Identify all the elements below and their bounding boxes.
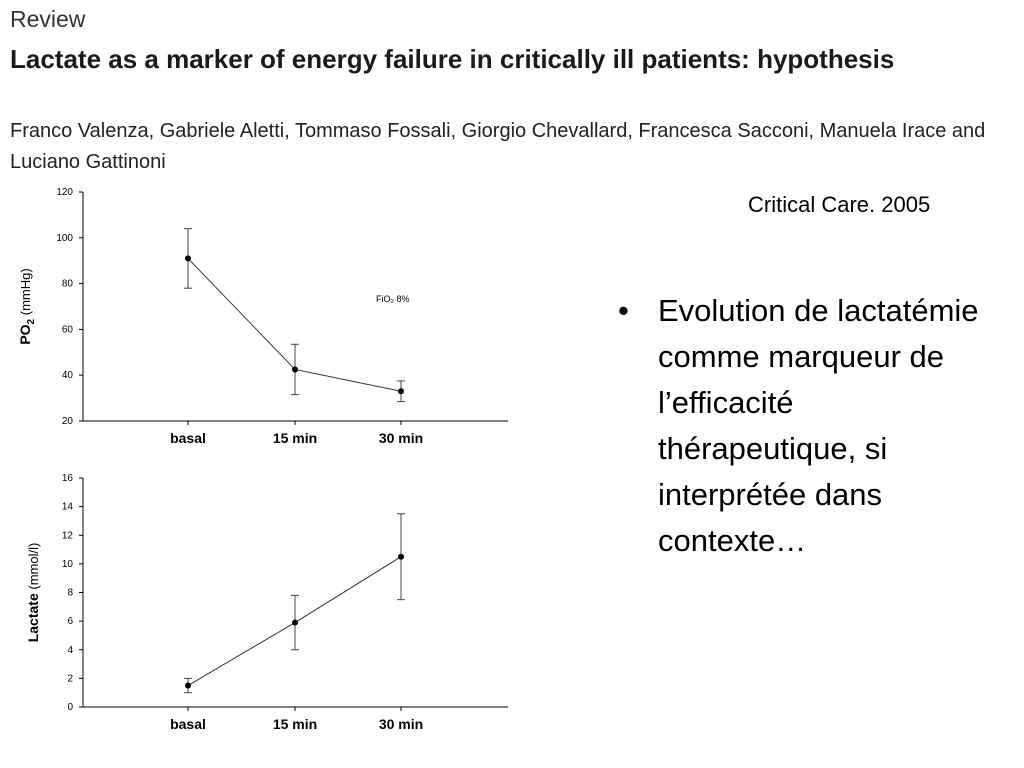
lactate-chart: 0 2 4 6 8 10 12 14 16 basal 15 min 30 min Lactate (m… [25, 473, 508, 732]
bullet-marker: • [618, 293, 629, 328]
data-point [292, 619, 298, 626]
x-tick-label: basal [170, 716, 206, 732]
y-tick-label: 80 [62, 279, 74, 290]
x-tick-label: 15 min [273, 716, 317, 732]
y-axis-label-main: Lactate [25, 593, 41, 642]
x-tick-label: 30 min [379, 716, 423, 732]
paper-title: Lactate as a marker of energy failure in… [10, 44, 895, 74]
data-point [398, 553, 404, 560]
y-axis-label-unit: (mmHg) [18, 268, 33, 319]
section-label: Review [10, 6, 86, 32]
data-point [292, 366, 298, 373]
journal-citation: Critical Care. 2005 [748, 192, 931, 217]
data-point [398, 388, 404, 395]
y-tick-label: 2 [67, 673, 73, 684]
y-tick-label: 60 [62, 324, 74, 335]
y-axis-label-subscript: 2 [26, 318, 37, 324]
data-point [185, 682, 191, 689]
y-tick-label: 6 [67, 616, 73, 627]
y-tick-label: 14 [62, 502, 74, 513]
y-tick-label: 120 [56, 187, 73, 198]
bullet-text: Evolution de lactatémie comme marqueur d… [658, 293, 979, 558]
y-tick-label: 12 [62, 530, 74, 541]
y-axis-label-main: PO [17, 324, 33, 344]
y-axis-label-unit: (mmol/l) [26, 543, 41, 594]
author-list: Franco Valenza, Gabriele Aletti, Tommaso… [10, 120, 986, 173]
y-tick-label: 100 [56, 233, 73, 244]
x-tick-label: basal [170, 430, 206, 446]
y-tick-label: 16 [62, 473, 74, 484]
po2-chart: 20 40 60 80 100 120 basal 15 min 30 min PO2 (mmHg… [17, 187, 508, 446]
y-tick-label: 4 [67, 645, 73, 656]
y-tick-label: 20 [62, 416, 74, 427]
data-point [185, 255, 191, 262]
y-tick-label: 0 [67, 702, 73, 713]
y-tick-label: 8 [67, 588, 73, 599]
fio2-annotation: FiO₂ 8% [376, 294, 410, 304]
x-tick-label: 30 min [379, 430, 423, 446]
x-tick-label: 15 min [273, 430, 317, 446]
y-tick-label: 10 [62, 559, 74, 570]
y-tick-label: 40 [62, 370, 74, 381]
y-axis-label: Lactate (mmol/l) [25, 543, 41, 643]
y-axis-label: PO2 (mmHg) [17, 268, 37, 344]
